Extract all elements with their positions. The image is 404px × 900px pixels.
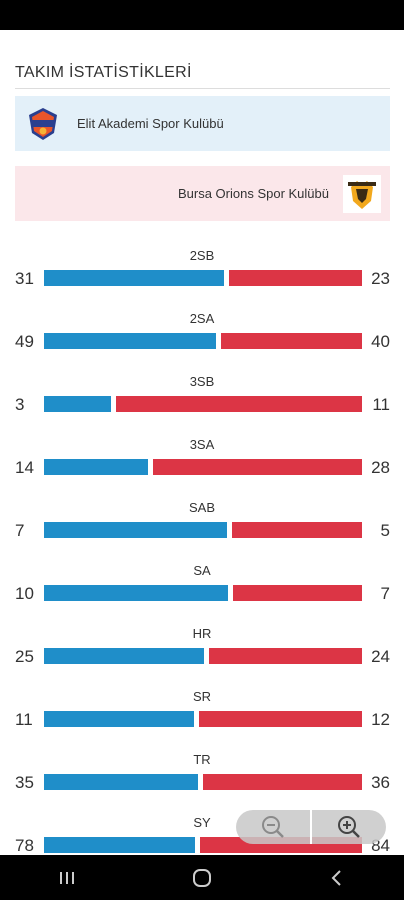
stat-label: SAB [188, 500, 215, 515]
stat-label: 2SA [189, 311, 215, 326]
away-stat-bar [233, 585, 362, 601]
home-stat-bar [44, 522, 227, 538]
home-stat-bar [44, 648, 204, 664]
home-stat-value: 10 [15, 584, 34, 603]
away-stat-bar [209, 648, 362, 664]
home-stat-bar [44, 270, 224, 286]
zoom-out-icon[interactable] [236, 810, 310, 844]
home-stat-bar [44, 459, 148, 475]
home-team-card[interactable]: Elit Akademi Spor Kulübü [15, 96, 390, 151]
away-team-name: Bursa Orions Spor Kulübü [177, 186, 329, 201]
stat-row: 2SA 49 40 [0, 311, 404, 359]
home-stat-value: 25 [15, 647, 34, 666]
stat-label: 3SB [189, 374, 215, 389]
stat-bar [44, 837, 362, 853]
stat-label: TR [193, 752, 211, 767]
home-stat-value: 11 [15, 710, 33, 729]
stat-row: SA 10 7 [0, 563, 404, 611]
away-stat-value: 36 [371, 773, 390, 792]
stat-label: SY [193, 815, 211, 830]
away-stat-value: 28 [371, 458, 390, 477]
home-icon[interactable] [182, 858, 222, 898]
home-stat-bar [44, 333, 216, 349]
home-team-name: Elit Akademi Spor Kulübü [77, 116, 224, 131]
home-stat-bar [44, 774, 198, 790]
home-stat-value: 35 [15, 773, 34, 792]
home-stat-value: 31 [15, 269, 34, 288]
home-stat-bar [44, 837, 195, 853]
away-team-card[interactable]: Bursa Orions Spor Kulübü [15, 166, 390, 221]
away-stat-value: 11 [372, 395, 390, 414]
bursa-orions-logo [343, 174, 381, 213]
home-stat-bar [44, 585, 228, 601]
away-stat-value: 23 [371, 269, 390, 288]
home-stat-value: 78 [15, 836, 34, 855]
stat-bar [44, 711, 362, 727]
status-bar [0, 0, 404, 30]
system-nav-bar [0, 855, 404, 900]
elit-akademi-logo [24, 105, 62, 143]
stat-bar [44, 585, 362, 601]
home-stat-bar [44, 396, 111, 412]
zoom-divider [310, 810, 312, 844]
stat-row: SY 78 84 [0, 815, 404, 863]
away-stat-bar [203, 774, 362, 790]
zoom-in-icon[interactable] [312, 810, 386, 844]
zoom-control [236, 810, 386, 844]
stat-bar [44, 774, 362, 790]
away-stat-bar [116, 396, 362, 412]
away-stat-bar [221, 333, 362, 349]
away-stat-value: 5 [380, 521, 390, 540]
stat-bar [44, 522, 362, 538]
stat-bar [44, 648, 362, 664]
stat-bar [44, 396, 362, 412]
home-stat-bar [44, 711, 194, 727]
stat-row: SAB 7 5 [0, 500, 404, 548]
stat-row: TR 35 36 [0, 752, 404, 800]
title-divider [15, 88, 390, 89]
stat-bar [44, 270, 362, 286]
home-stat-value: 3 [15, 395, 25, 414]
stat-bar [44, 333, 362, 349]
stat-row: HR 25 24 [0, 626, 404, 674]
stat-row: 2SB 31 23 [0, 248, 404, 296]
away-stat-value: 24 [371, 647, 390, 666]
stat-label: HR [192, 626, 212, 641]
home-stat-value: 7 [15, 521, 25, 540]
section-title: TAKIM İSTATİSTİKLERİ [15, 64, 192, 81]
stat-row: SR 11 12 [0, 689, 404, 737]
stat-label: SR [192, 689, 212, 704]
stat-label: 3SA [189, 437, 215, 452]
away-stat-value: 40 [371, 332, 390, 351]
stat-label: 2SB [189, 248, 215, 263]
stat-row: 3SA 14 28 [0, 437, 404, 485]
away-stat-bar [229, 270, 362, 286]
stat-row: 3SB 3 11 [0, 374, 404, 422]
stat-bar [44, 459, 362, 475]
back-icon[interactable] [317, 858, 357, 898]
recents-icon[interactable] [47, 858, 87, 898]
away-stat-bar [153, 459, 362, 475]
stat-label: SA [193, 563, 211, 578]
away-stat-value: 12 [371, 710, 390, 729]
away-stat-value: 7 [380, 584, 390, 603]
away-stat-bar [199, 711, 362, 727]
home-stat-value: 49 [15, 332, 34, 351]
away-stat-bar [232, 522, 362, 538]
home-stat-value: 14 [15, 458, 34, 477]
